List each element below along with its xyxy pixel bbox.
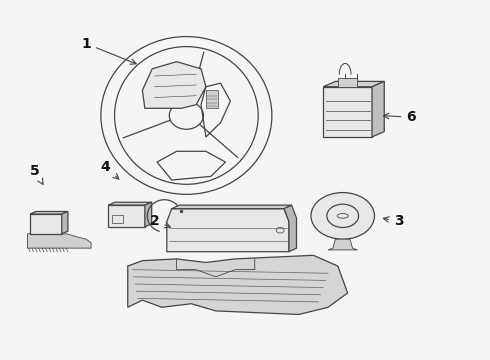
Polygon shape [27,234,91,248]
Circle shape [311,193,374,239]
Polygon shape [323,81,384,87]
Bar [112,215,123,223]
Polygon shape [372,81,384,137]
Polygon shape [284,205,296,252]
Polygon shape [128,255,347,315]
Polygon shape [145,202,152,226]
Bar [30,214,62,234]
Polygon shape [167,209,289,252]
Text: 2: 2 [150,214,171,228]
Polygon shape [108,202,152,205]
Polygon shape [30,211,68,214]
Bar [338,78,357,87]
Text: 6: 6 [383,110,416,124]
Bar [108,205,145,226]
Bar [323,87,372,137]
Polygon shape [62,211,68,234]
Text: 1: 1 [81,37,136,64]
Polygon shape [328,239,357,250]
Text: 5: 5 [30,164,43,184]
Polygon shape [143,62,206,108]
Polygon shape [172,205,292,209]
Text: 3: 3 [383,214,404,228]
Text: 4: 4 [101,161,119,179]
FancyBboxPatch shape [206,90,218,108]
